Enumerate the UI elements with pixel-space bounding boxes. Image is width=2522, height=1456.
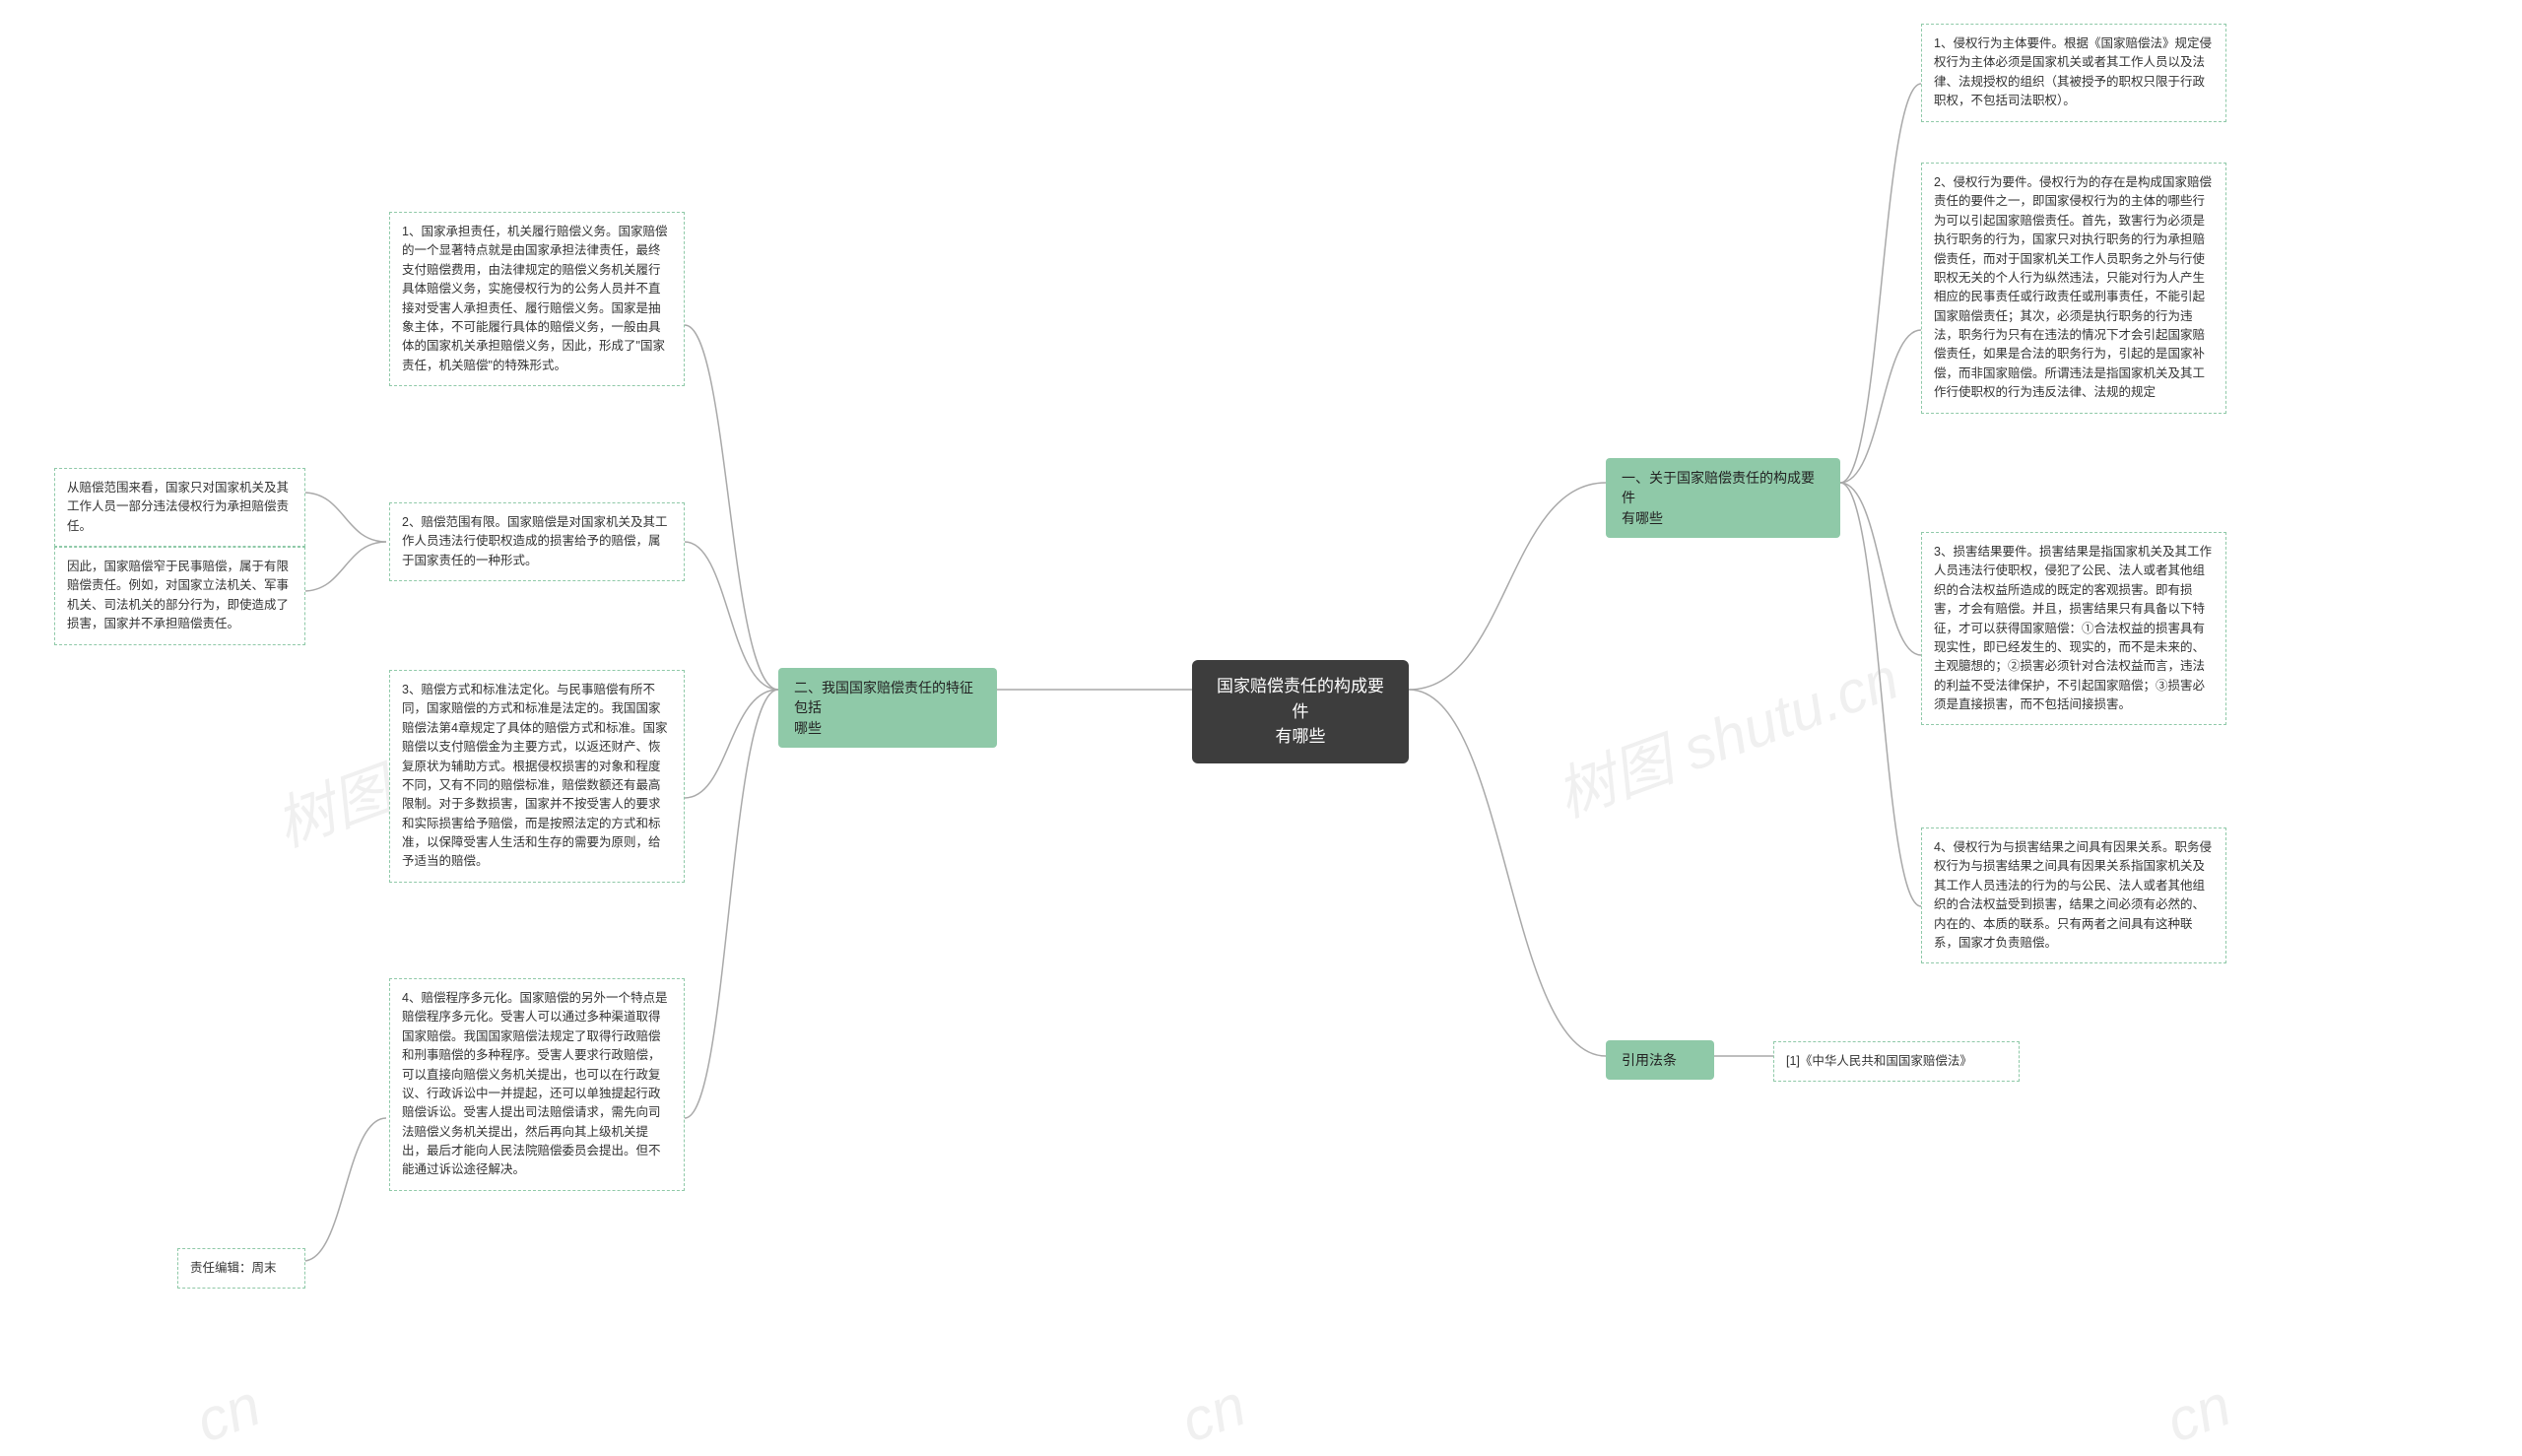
leaf-text: 2、赔偿范围有限。国家赔偿是对国家机关及其工作人员违法行使职权造成的损害给予的赔…	[402, 515, 667, 567]
branch-label: 二、我国国家赔偿责任的特征包括哪些	[794, 680, 973, 736]
leaf-text: 2、侵权行为要件。侵权行为的存在是构成国家赔偿责任的要件之一，即国家侵权行为的主…	[1934, 175, 2212, 399]
root-text: 国家赔偿责任的构成要件有哪些	[1217, 677, 1384, 746]
leaf-r1-1: 1、侵权行为主体要件。根据《国家赔偿法》规定侵权行为主体必须是国家机关或者其工作…	[1921, 24, 2226, 122]
leaf-r1-2: 2、侵权行为要件。侵权行为的存在是构成国家赔偿责任的要件之一，即国家侵权行为的主…	[1921, 163, 2226, 414]
branch-label: 引用法条	[1622, 1052, 1677, 1068]
leaf-text: 1、侵权行为主体要件。根据《国家赔偿法》规定侵权行为主体必须是国家机关或者其工作…	[1934, 36, 2212, 107]
leaf-text: 因此，国家赔偿窄于民事赔偿，属于有限赔偿责任。例如，对国家立法机关、军事机关、司…	[67, 560, 289, 630]
leaf-l1-4-c1: 责任编辑：周末	[177, 1248, 305, 1289]
leaf-r1-3: 3、损害结果要件。损害结果是指国家机关及其工作人员违法行使职权，侵犯了公民、法人…	[1921, 532, 2226, 725]
leaf-text: 4、赔偿程序多元化。国家赔偿的另外一个特点是赔偿程序多元化。受害人可以通过多种渠…	[402, 991, 667, 1176]
branch-right-1: 一、关于国家赔偿责任的构成要件有哪些	[1606, 458, 1840, 538]
leaf-text: 责任编辑：周末	[190, 1261, 277, 1275]
leaf-r2-1: [1]《中华人民共和国国家赔偿法》	[1773, 1041, 2020, 1082]
watermark: 树图 shutu.cn	[1543, 630, 1908, 833]
leaf-l1-2-c1: 从赔偿范围来看，国家只对国家机关及其工作人员一部分违法侵权行为承担赔偿责任。	[54, 468, 305, 547]
leaf-text: [1]《中华人民共和国国家赔偿法》	[1786, 1054, 1972, 1068]
watermark: cn	[2157, 1370, 2239, 1456]
root-node: 国家赔偿责任的构成要件有哪些	[1192, 660, 1409, 763]
leaf-text: 3、赔偿方式和标准法定化。与民事赔偿有所不同，国家赔偿的方式和标准是法定的。我国…	[402, 683, 667, 868]
branch-left-1: 二、我国国家赔偿责任的特征包括哪些	[778, 668, 997, 748]
leaf-text: 3、损害结果要件。损害结果是指国家机关及其工作人员违法行使职权，侵犯了公民、法人…	[1934, 545, 2212, 711]
leaf-text: 从赔偿范围来看，国家只对国家机关及其工作人员一部分违法侵权行为承担赔偿责任。	[67, 481, 289, 533]
leaf-text: 4、侵权行为与损害结果之间具有因果关系。职务侵权行为与损害结果之间具有因果关系指…	[1934, 840, 2212, 950]
leaf-l1-3: 3、赔偿方式和标准法定化。与民事赔偿有所不同，国家赔偿的方式和标准是法定的。我国…	[389, 670, 685, 883]
leaf-l1-4: 4、赔偿程序多元化。国家赔偿的另外一个特点是赔偿程序多元化。受害人可以通过多种渠…	[389, 978, 685, 1191]
branch-right-2: 引用法条	[1606, 1040, 1714, 1080]
leaf-l1-1: 1、国家承担责任，机关履行赔偿义务。国家赔偿的一个显著特点就是由国家承担法律责任…	[389, 212, 685, 386]
watermark: cn	[187, 1370, 269, 1456]
leaf-l1-2: 2、赔偿范围有限。国家赔偿是对国家机关及其工作人员违法行使职权造成的损害给予的赔…	[389, 502, 685, 581]
leaf-l1-2-c2: 因此，国家赔偿窄于民事赔偿，属于有限赔偿责任。例如，对国家立法机关、军事机关、司…	[54, 547, 305, 645]
watermark: cn	[1172, 1370, 1254, 1456]
leaf-text: 1、国家承担责任，机关履行赔偿义务。国家赔偿的一个显著特点就是由国家承担法律责任…	[402, 225, 667, 372]
leaf-r1-4: 4、侵权行为与损害结果之间具有因果关系。职务侵权行为与损害结果之间具有因果关系指…	[1921, 827, 2226, 963]
branch-label: 一、关于国家赔偿责任的构成要件有哪些	[1622, 470, 1815, 526]
